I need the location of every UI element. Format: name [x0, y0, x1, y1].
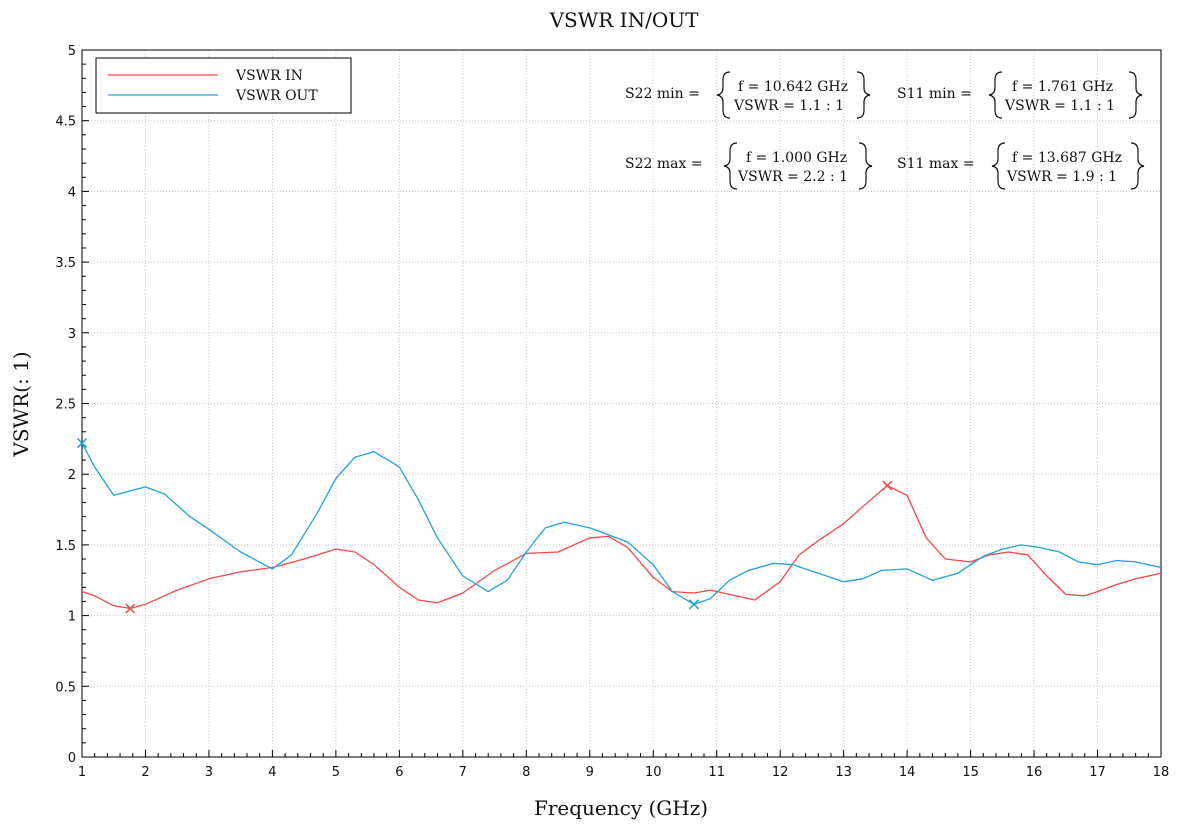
y-tick-label: 1: [68, 610, 76, 625]
y-tick-label: 4.5: [55, 115, 76, 130]
s22-min-freq: f = 10.642 GHz: [738, 79, 848, 95]
x-tick-label: 6: [395, 765, 403, 780]
extremum-marker: [125, 603, 136, 614]
brace-open-icon: [716, 71, 731, 119]
series-line-vswr-out: [81, 442, 1162, 605]
x-tick-label: 12: [772, 765, 789, 780]
s11-min-label: S11 min =: [897, 86, 972, 102]
y-tick-label: 0: [68, 751, 76, 766]
x-tick-label: 1: [78, 765, 86, 780]
brace-close-icon: [1130, 142, 1145, 190]
brace-open-icon: [991, 142, 1006, 190]
markers: [76, 438, 893, 614]
annotation-s22-min: S22 min = f = 10.642 GHz VSWR = 1.1 : 1: [625, 71, 871, 119]
brace-open-icon: [723, 142, 738, 190]
brace-open-icon: [988, 71, 1003, 119]
annotation-s22-max: S22 max = f = 1.000 GHz VSWR = 2.2 : 1: [625, 142, 873, 190]
x-tick-label: 13: [835, 765, 852, 780]
x-tick-label: 4: [268, 765, 276, 780]
s22-max-vswr: VSWR = 2.2 : 1: [737, 169, 848, 185]
s11-max-label: S11 max =: [897, 156, 975, 172]
x-tick-label: 9: [586, 765, 594, 780]
series-lines: [81, 442, 1162, 610]
x-tick-label: 15: [962, 765, 979, 780]
x-axis-label: Frequency (GHz): [534, 796, 708, 820]
y-tick-label: 0.5: [55, 680, 76, 695]
s22-min-vswr: VSWR = 1.1 : 1: [733, 98, 844, 114]
s11-min-freq: f = 1.761 GHz: [1012, 79, 1113, 95]
brace-close-icon: [1128, 71, 1143, 119]
chart-title: VSWR IN/OUT: [549, 8, 700, 32]
x-axis: 1 2 3 4 5 6 7 8 9 10 11 12 13 14 15 16 17 18: [78, 750, 1169, 780]
legend-box: [95, 57, 352, 114]
series-line-vswr-in: [81, 484, 1162, 610]
y-tick-label: 3.5: [55, 256, 76, 271]
y-axis-label: VSWR(: 1): [9, 351, 33, 457]
x-tick-label: 17: [1089, 765, 1106, 780]
x-tick-label: 7: [459, 765, 467, 780]
x-tick-label: 14: [899, 765, 916, 780]
annotation-s11-max: S11 max = f = 13.687 GHz VSWR = 1.9 : 1: [897, 142, 1145, 190]
y-tick-label: 1.5: [55, 539, 76, 554]
legend-label-vswr-in: VSWR IN: [235, 68, 303, 84]
x-tick-label: 18: [1153, 765, 1170, 780]
x-tick-label: 10: [645, 765, 662, 780]
x-tick-label: 2: [141, 765, 149, 780]
y-tick-label: 2.5: [55, 398, 76, 413]
grid: [82, 50, 1161, 757]
x-tick-label: 16: [1026, 765, 1043, 780]
y-tick-label: 2: [68, 468, 76, 483]
legend-label-vswr-out: VSWR OUT: [235, 88, 318, 104]
s22-max-freq: f = 1.000 GHz: [746, 150, 847, 166]
y-tick-label: 4: [68, 185, 76, 200]
annotation-s11-min: S11 min = f = 1.761 GHz VSWR = 1.1 : 1: [897, 71, 1143, 119]
legend: VSWR IN VSWR OUT: [95, 57, 352, 114]
x-tick-label: 8: [522, 765, 530, 780]
s22-max-label: S22 max =: [625, 156, 703, 172]
extremum-marker: [688, 599, 700, 610]
s11-min-vswr: VSWR = 1.1 : 1: [1004, 98, 1115, 114]
s11-max-freq: f = 13.687 GHz: [1012, 150, 1122, 166]
x-tick-label: 3: [205, 765, 213, 780]
plot-frame: [81, 49, 1162, 758]
y-tick-label: 3: [68, 327, 76, 342]
s22-min-label: S22 min =: [625, 86, 700, 102]
brace-close-icon: [858, 142, 873, 190]
extremum-marker: [882, 480, 893, 491]
y-axis: 0 0.5 1 1.5 2 2.5 3 3.5 4 4.5 5: [55, 44, 89, 766]
y-tick-label: 5: [68, 44, 76, 59]
extremum-marker: [76, 438, 88, 449]
brace-close-icon: [856, 71, 871, 119]
s11-max-vswr: VSWR = 1.9 : 1: [1006, 169, 1117, 185]
x-tick-label: 5: [332, 765, 340, 780]
x-tick-label: 11: [708, 765, 725, 780]
